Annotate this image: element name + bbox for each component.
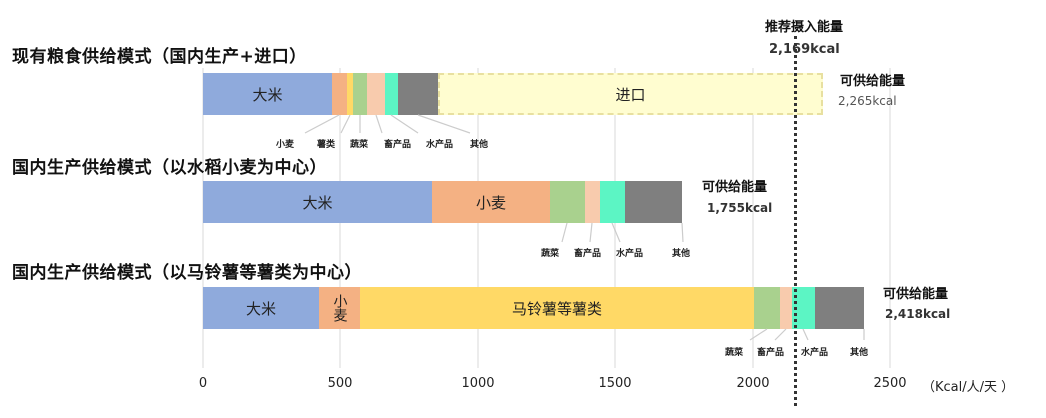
row-3-bar: 大米 小麦 马铃薯等薯类 [203, 287, 864, 329]
gridline-2000 [752, 68, 754, 368]
row-1-supply-title: 可供给能量 [840, 74, 906, 89]
row-1-title: 现有粮食供给模式（国内生产+进口） [12, 47, 307, 67]
reference-title: 推荐摄入能量 [765, 20, 844, 35]
row-3-title: 国内生产供给模式（以马铃薯等薯类为中心） [12, 263, 362, 283]
row-2-title: 国内生产供给模式（以水稻小麦为中心） [12, 158, 327, 178]
segment-wheat: 小麦 [319, 287, 360, 329]
callout-livestock: 畜产品 [757, 348, 785, 358]
segment-vegetables [353, 73, 367, 115]
row-2-supply-value: 1,755kcal [707, 201, 773, 215]
segment-aquatic [385, 73, 398, 115]
callout-livestock: 畜产品 [574, 249, 602, 259]
callout-other: 其他 [470, 140, 489, 150]
segment-vegetables [754, 287, 780, 329]
segment-rice: 大米 [203, 73, 332, 115]
x-tick-0: 0 [198, 376, 208, 391]
x-tick-2000: 2000 [736, 376, 770, 391]
row-2-supply-title: 可供给能量 [702, 180, 768, 195]
callout-vegetables: 蔬菜 [725, 348, 744, 358]
callout-livestock: 畜产品 [384, 140, 412, 150]
callout-aquatic: 水产品 [616, 249, 644, 259]
segment-livestock [585, 181, 600, 223]
reference-value: 2,169kcal [769, 42, 840, 57]
callout-other: 其他 [850, 348, 869, 358]
segment-aquatic [600, 181, 625, 223]
callout-wheat: 小麦 [276, 140, 295, 150]
segment-aquatic [792, 287, 815, 329]
row-3-supply-title: 可供给能量 [883, 287, 949, 302]
row-3-supply-value: 2,418kcal [885, 307, 951, 321]
segment-rice: 大米 [203, 287, 319, 329]
callout-vegetables: 蔬菜 [350, 140, 369, 150]
x-tick-2500: 2500 [873, 376, 907, 391]
recommended-intake-line [794, 36, 797, 406]
segment-livestock [367, 73, 385, 115]
row-1-bar: 大米 进口 [203, 73, 823, 115]
segment-rice: 大米 [203, 181, 432, 223]
callout-aquatic: 水产品 [801, 348, 829, 358]
callout-tubers: 薯类 [317, 140, 336, 150]
x-axis-unit: （Kcal/人/天 ） [922, 380, 1015, 395]
callout-vegetables: 蔬菜 [541, 249, 560, 259]
segment-other [815, 287, 864, 329]
x-tick-1500: 1500 [598, 376, 632, 391]
segment-potato: 马铃薯等薯类 [360, 287, 754, 329]
segment-import: 进口 [438, 73, 823, 115]
segment-wheat [332, 73, 347, 115]
callout-aquatic: 水产品 [426, 140, 454, 150]
segment-other [398, 73, 438, 115]
row-1-supply-value: 2,265kcal [838, 94, 897, 108]
segment-other [625, 181, 682, 223]
gridline-2500 [889, 68, 891, 368]
segment-livestock [780, 287, 792, 329]
segment-tubers [347, 73, 353, 115]
segment-wheat: 小麦 [432, 181, 550, 223]
x-tick-1000: 1000 [461, 376, 495, 391]
x-tick-500: 500 [327, 376, 353, 391]
row-2-bar: 大米 小麦 [203, 181, 682, 223]
callout-other: 其他 [672, 249, 691, 259]
segment-vegetables [550, 181, 585, 223]
